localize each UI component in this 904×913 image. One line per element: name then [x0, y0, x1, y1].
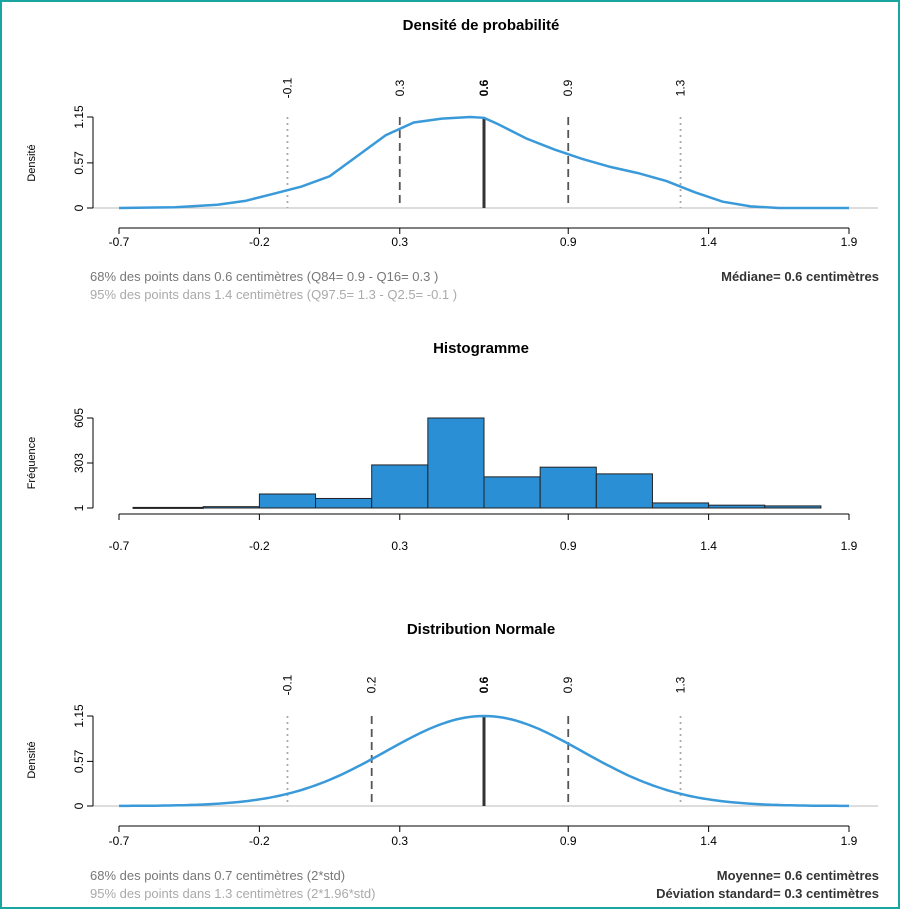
normal-panel: Distribution Normale Densité -0.1 0.2 0.6 0… — [26, 621, 879, 901]
histogram-x-tick-label: 1.4 — [700, 539, 717, 553]
density-vline-label: -0.1 — [280, 77, 294, 98]
density-x-tick-label: -0.7 — [109, 235, 130, 249]
normal-vline-label: 0.9 — [561, 676, 575, 693]
normal-ylabel: Densité — [26, 741, 38, 778]
normal-x-tick-label: -0.7 — [109, 834, 130, 848]
normal-y-tick-label: 0 — [72, 802, 86, 809]
density-x-tick-label: 1.4 — [700, 235, 717, 249]
histogram-x-tick-label: -0.2 — [249, 539, 270, 553]
histogram-y-tick-label: 1 — [72, 504, 86, 511]
density-ylabel: Densité — [26, 144, 38, 181]
normal-x-tick-label: 1.9 — [841, 834, 858, 848]
histogram-ylabel: Fréquence — [26, 437, 38, 490]
histogram-bar — [202, 506, 260, 509]
histogram-bar — [539, 466, 597, 509]
normal-x-tick-label: 0.9 — [560, 834, 577, 848]
histogram-y-tick-label: 605 — [72, 408, 86, 428]
histogram-title: Histogramme — [433, 340, 529, 357]
normal-mean-annot: Moyenne= 0.6 centimètres — [717, 868, 879, 883]
histogram-y-tick-label: 303 — [72, 453, 86, 473]
normal-x-tick-label: 1.4 — [700, 834, 717, 848]
density-annot-68: 68% des points dans 0.6 centimètres (Q84… — [90, 269, 438, 284]
histogram-x-tick-label: 0.9 — [560, 539, 577, 553]
normal-vline-label: -0.1 — [280, 674, 294, 695]
density-median-annot: Médiane= 0.6 centimètres — [721, 269, 879, 284]
density-x-tick-label: 0.3 — [391, 235, 408, 249]
density-vline-label: 0.9 — [561, 79, 575, 96]
density-x-tick-label: 0.9 — [560, 235, 577, 249]
histogram-x-tick-label: -0.7 — [109, 539, 130, 553]
normal-vline-label: 0.2 — [365, 676, 379, 693]
histogram-x-tick-label: 0.3 — [391, 539, 408, 553]
histogram-bar — [764, 505, 822, 509]
density-vline-label: 1.3 — [674, 79, 688, 96]
density-y-tick-label: 1.15 — [72, 105, 86, 129]
histogram-bar — [427, 417, 485, 509]
normal-x-tick-label: -0.2 — [249, 834, 270, 848]
normal-vline-label: 0.6 — [477, 676, 491, 693]
normal-y-tick-label: 1.15 — [72, 704, 86, 728]
histogram-bar — [483, 476, 541, 509]
density-y-tick-label: 0.57 — [72, 151, 86, 175]
histogram-bar — [258, 493, 317, 509]
histogram-bar — [315, 497, 373, 509]
density-curve — [118, 115, 849, 210]
histogram-bar — [708, 504, 766, 509]
density-panel: Densité de probabilité Densité -0.1 0.3 0.… — [26, 17, 879, 302]
histogram-bar — [651, 502, 710, 509]
normal-annot-68: 68% des points dans 0.7 centimètres (2*s… — [90, 868, 345, 883]
histogram-bar — [132, 506, 204, 509]
normal-curve — [119, 714, 849, 808]
normal-vline-label: 1.3 — [674, 676, 688, 693]
histogram-x-tick-label: 1.9 — [841, 539, 858, 553]
density-vline-label: 0.3 — [393, 79, 407, 96]
normal-y-tick-label: 0.57 — [72, 749, 86, 773]
density-title: Densité de probabilité — [403, 17, 560, 34]
density-annot-95: 95% des points dans 1.4 centimètres (Q97… — [90, 287, 457, 302]
histogram-panel: Histogramme Fréquence -0.7 -0.2 0.3 0.9 1.4 1… — [26, 340, 858, 553]
histogram-bar — [595, 473, 653, 509]
normal-sd-annot: Déviation standard= 0.3 centimètres — [656, 886, 879, 901]
normal-x-tick-label: 0.3 — [391, 834, 408, 848]
density-x-tick-label: 1.9 — [841, 235, 858, 249]
histogram-bar — [371, 464, 429, 509]
normal-title: Distribution Normale — [407, 621, 555, 638]
density-y-tick-label: 0 — [72, 204, 86, 211]
density-x-tick-label: -0.2 — [249, 235, 270, 249]
normal-annot-95: 95% des points dans 1.3 centimètres (2*1… — [90, 886, 375, 901]
density-vline-label: 0.6 — [477, 79, 491, 96]
